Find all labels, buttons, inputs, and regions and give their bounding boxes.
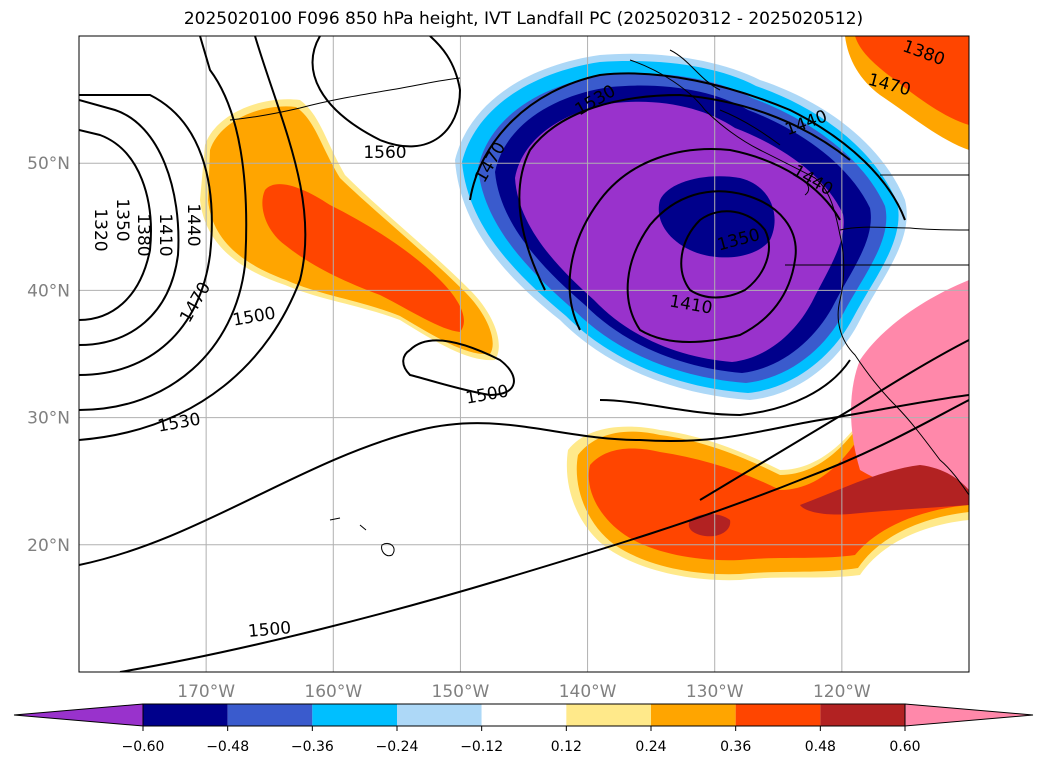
contour-label: 1380: [133, 213, 153, 256]
colorbar-segment: [312, 704, 397, 726]
lat-tick-label: 20°N: [27, 536, 70, 556]
colorbar-segment: [143, 704, 228, 726]
lat-tick-label: 50°N: [27, 154, 70, 174]
colorbar-segment: [735, 704, 821, 726]
colorbar-segment: [227, 704, 313, 726]
height-contour: [79, 129, 152, 321]
shade-north-band-red: [262, 184, 464, 332]
colorbar-extend-high: [904, 703, 1034, 727]
colorbar-frame: [142, 703, 906, 727]
colorbar-segment: [651, 704, 736, 726]
height-contour: [79, 94, 213, 376]
aleutian-islands: [229, 77, 461, 121]
height-contour: [79, 36, 248, 411]
colorbar-extend-low: [13, 703, 144, 727]
lon-tick-label: 130°W: [686, 682, 744, 702]
coastline: [629, 59, 969, 496]
colorbar-segment: [820, 704, 905, 726]
colorbar-tick-label: −0.36: [291, 739, 334, 755]
height-contour: [599, 359, 851, 417]
height-contour: [119, 399, 969, 672]
colorbar-segment: [397, 704, 482, 726]
colorbar-tick-label: 0.12: [551, 739, 582, 755]
height-contour: [680, 210, 770, 299]
contour-label: 1500: [247, 618, 292, 642]
shade-ne-red: [855, 36, 969, 125]
height-contour: [626, 190, 797, 343]
height-contour: [311, 36, 462, 148]
colorbar-tick-label: −0.60: [122, 739, 165, 755]
colorbar-tick-label: 0.60: [889, 739, 920, 755]
chart-title: 2025020100 F096 850 hPa height, IVT Land…: [183, 9, 864, 29]
contour-label: 1500: [231, 303, 277, 330]
lon-tick-label: 160°W: [304, 682, 362, 702]
map-frame: [78, 35, 970, 673]
height-contour: [79, 36, 307, 441]
lon-tick-label: 140°W: [559, 682, 617, 702]
colorbar-segment: [566, 704, 651, 726]
colorbar-tick-label: −0.48: [206, 739, 249, 755]
shade-sub-darkred-spot: [688, 514, 731, 537]
colorbar-tick-label: 0.24: [635, 739, 666, 755]
height-contour: [79, 394, 969, 566]
contour-label: 1440: [183, 203, 203, 246]
contour-label: 1530: [156, 409, 202, 436]
colorbar-tick-label: 0.36: [720, 739, 751, 755]
border-canada-us: [839, 226, 969, 231]
contour-label: 1350: [112, 198, 132, 241]
contour-label: 1560: [363, 143, 406, 163]
colorbar-tick-label: 0.48: [805, 739, 836, 755]
lon-tick-label: 120°W: [813, 682, 871, 702]
height-contour: [518, 93, 851, 291]
height-contour: [469, 72, 906, 221]
contour-label: 1320: [90, 208, 110, 251]
lon-tick-label: 170°W: [177, 682, 235, 702]
contour-label: 1410: [155, 213, 175, 256]
lat-tick-label: 40°N: [27, 281, 70, 301]
height-contour: [402, 339, 515, 397]
hawaii-islands: [329, 517, 395, 557]
colorbar-segment: [481, 704, 567, 726]
contour-label: 1500: [464, 381, 510, 408]
colorbar-tick-label: −0.12: [460, 739, 503, 755]
lat-tick-label: 30°N: [27, 409, 70, 429]
lon-tick-label: 150°W: [432, 682, 490, 702]
height-contour: [699, 339, 969, 501]
height-contour: [79, 99, 180, 346]
contour-label: 1470: [176, 279, 215, 326]
colorbar-tick-label: −0.24: [376, 739, 419, 755]
height-contour: [568, 148, 841, 331]
